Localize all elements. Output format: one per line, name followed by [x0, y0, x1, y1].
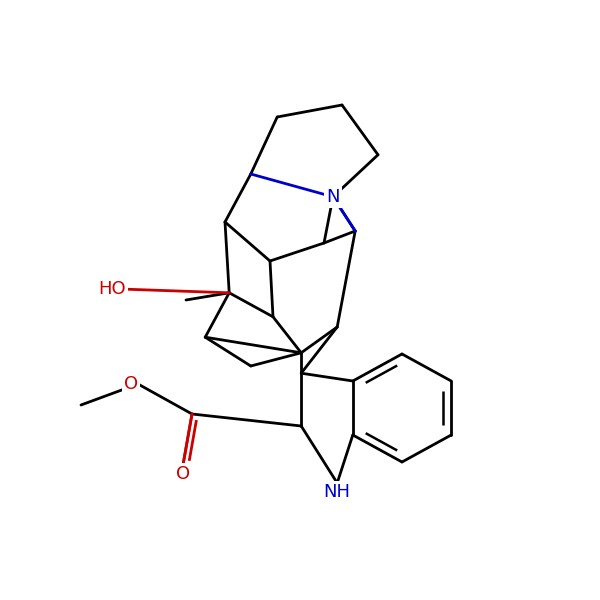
Text: HO: HO [98, 280, 126, 298]
Text: N: N [326, 188, 340, 206]
Text: NH: NH [324, 483, 350, 501]
Text: O: O [176, 465, 190, 483]
Text: O: O [124, 375, 138, 393]
